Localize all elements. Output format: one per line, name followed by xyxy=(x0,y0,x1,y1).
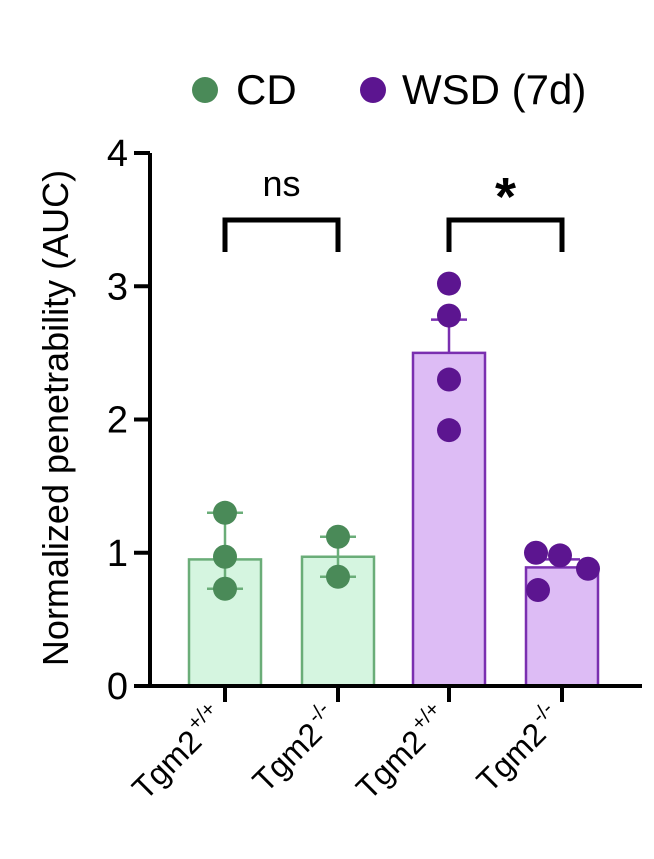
significance-label: ns xyxy=(262,163,300,204)
bars-layer xyxy=(187,351,600,688)
significance-annotations: ns * xyxy=(222,163,565,252)
data-point xyxy=(526,578,550,603)
data-point xyxy=(548,543,572,568)
bar xyxy=(411,351,487,688)
data-point xyxy=(326,524,350,549)
x-tick-label: Tgm2+/+ xyxy=(123,697,232,806)
x-tick-label: Tgm2-/- xyxy=(467,697,569,799)
y-tick-label: 1 xyxy=(107,533,128,575)
significance-bracket xyxy=(222,217,341,252)
y-tick-label: 2 xyxy=(107,400,128,442)
x-tick-label: Tgm2+/+ xyxy=(347,697,456,806)
y-tick-label: 0 xyxy=(107,666,128,708)
data-point xyxy=(437,418,461,443)
significance-bracket xyxy=(446,217,565,252)
legend-marker xyxy=(360,77,386,103)
data-point xyxy=(213,500,237,525)
legend-label: WSD (7d) xyxy=(402,66,586,113)
legend: CD WSD (7d) xyxy=(192,66,586,113)
significance-label: * xyxy=(495,167,516,227)
data-point xyxy=(213,576,237,601)
x-tick-label-base: Tgm2 xyxy=(349,723,432,806)
legend-label: CD xyxy=(236,66,297,113)
y-tick-label: 4 xyxy=(107,133,128,175)
data-point xyxy=(326,564,350,589)
y-tick-label: 3 xyxy=(107,266,128,308)
error-bars-layer xyxy=(207,318,580,590)
x-tick-label-base: Tgm2 xyxy=(470,716,553,799)
data-point xyxy=(576,556,600,581)
y-axis-label: Normalized penetrability (AUC) xyxy=(35,170,76,666)
x-tick-label: Tgm2-/- xyxy=(243,697,345,799)
data-point xyxy=(437,303,461,328)
x-tick-label-base: Tgm2 xyxy=(125,723,208,806)
data-point xyxy=(524,540,548,565)
data-point xyxy=(437,271,461,296)
data-point xyxy=(213,544,237,569)
legend-marker xyxy=(192,77,218,103)
points-layer xyxy=(213,271,600,603)
data-point xyxy=(437,367,461,392)
x-tick-label-base: Tgm2 xyxy=(246,716,329,799)
